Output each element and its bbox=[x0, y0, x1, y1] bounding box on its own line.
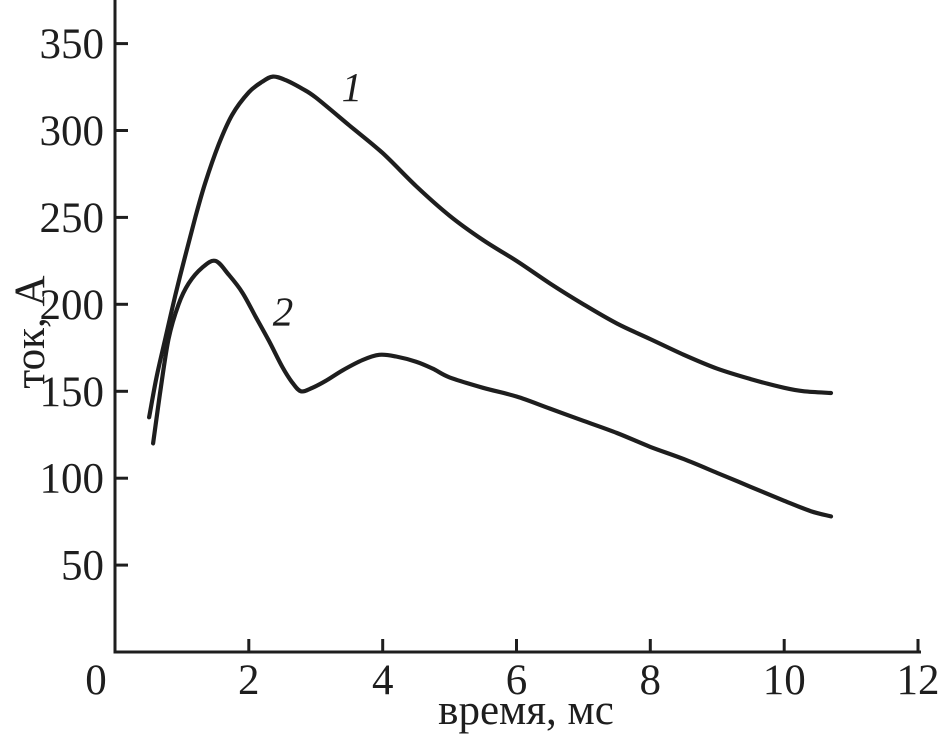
x-tick-label-8: 8 bbox=[640, 657, 662, 704]
curve-1-label: 1 bbox=[342, 64, 363, 110]
x-tick-label-12: 12 bbox=[897, 657, 938, 704]
curve-2-label: 2 bbox=[273, 288, 294, 334]
y-tick-label-200: 200 bbox=[40, 282, 105, 329]
y-tick-label-100: 100 bbox=[40, 456, 105, 503]
x-tick-label-2: 2 bbox=[238, 657, 260, 704]
axes bbox=[113, 0, 921, 654]
y-tick-label-150: 150 bbox=[40, 369, 105, 416]
x-tick-label-10: 10 bbox=[763, 657, 806, 704]
x-tick-label-4: 4 bbox=[372, 657, 394, 704]
curve-labels: 12 bbox=[273, 64, 362, 334]
y-tick-label-300: 300 bbox=[40, 108, 105, 155]
x-axis-title: время, мс bbox=[438, 687, 614, 734]
y-axis-title: ток, А bbox=[7, 275, 54, 388]
tick-marks bbox=[115, 42, 920, 652]
y-tick-label-50: 50 bbox=[61, 543, 104, 590]
curves bbox=[147, 74, 834, 519]
x-tick-label-0: 0 bbox=[85, 657, 107, 704]
y-tick-label-250: 250 bbox=[40, 195, 105, 242]
y-tick-label-350: 350 bbox=[40, 21, 105, 68]
curve-2-path bbox=[151, 258, 834, 519]
curve-1-path bbox=[147, 74, 834, 420]
x-tick-label-6: 6 bbox=[506, 657, 528, 704]
